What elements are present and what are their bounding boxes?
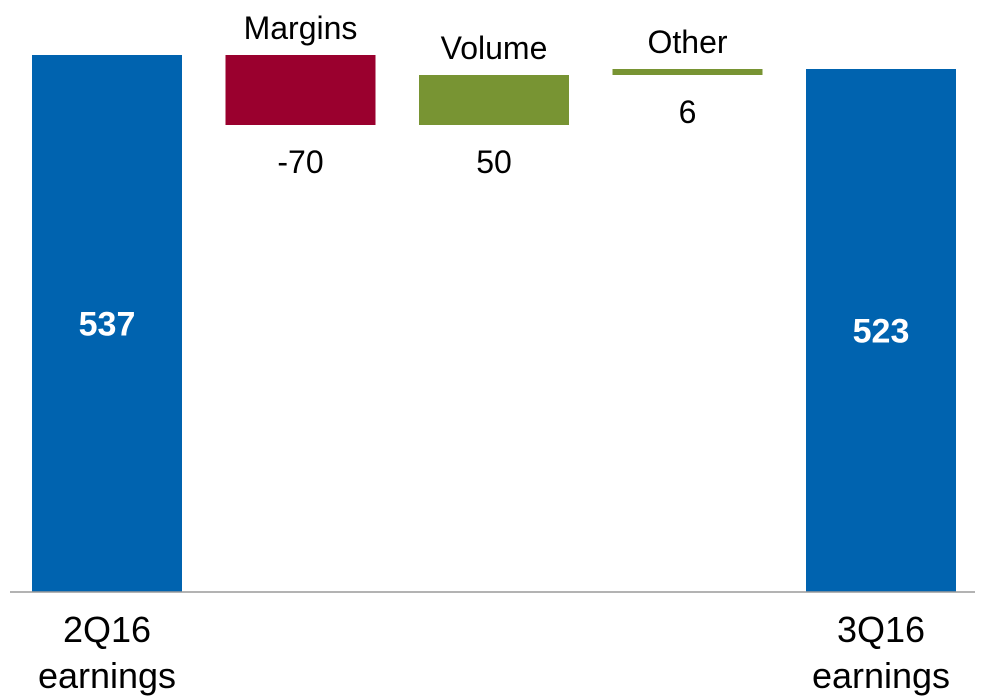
bar-start [32,55,182,592]
category-label-volume: Volume [441,30,548,66]
axis-label-end-line2: earnings [812,655,950,696]
axis-label-start-line2: earnings [38,655,176,696]
value-label-margins: -70 [277,144,323,180]
bar-margins [225,55,376,125]
category-label-other: Other [647,24,727,60]
bar-other [612,69,763,75]
bar-volume [419,75,569,125]
value-label-volume: 50 [476,144,512,180]
bar-end [806,69,956,592]
category-label-margins: Margins [244,10,358,46]
value-label-end: 523 [853,313,910,351]
value-label-start: 537 [79,306,136,344]
axis-label-end-line1: 3Q16 [837,609,925,650]
axis-label-start-line1: 2Q16 [63,609,151,650]
value-label-other: 6 [679,94,697,130]
